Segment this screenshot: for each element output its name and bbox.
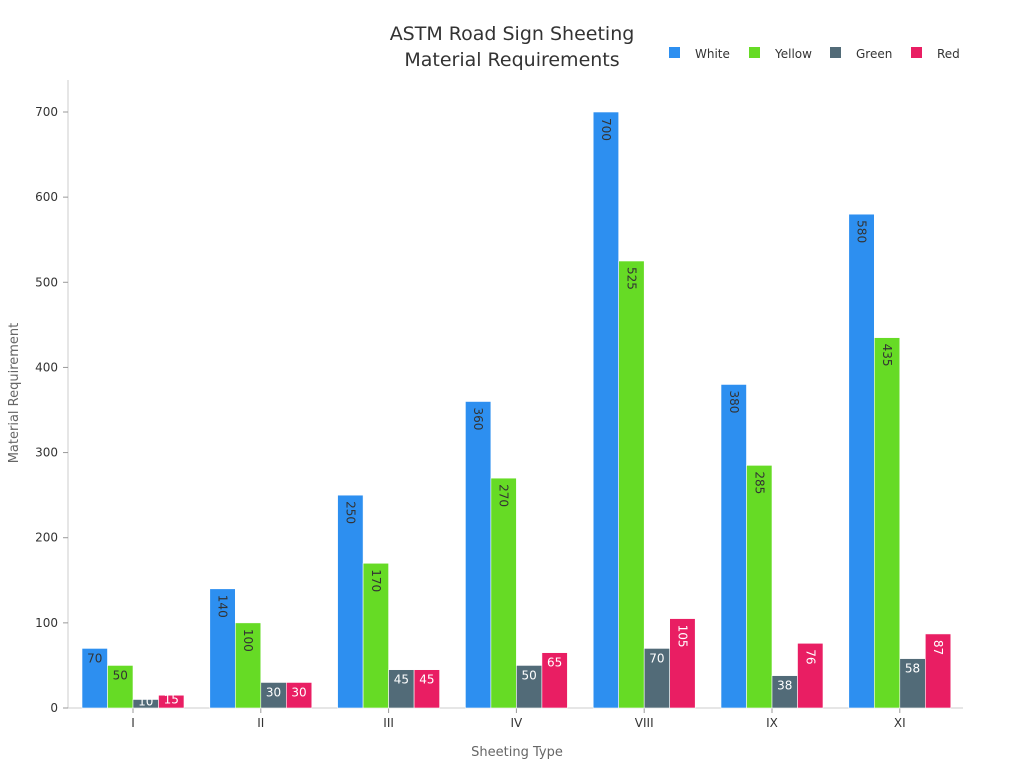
y-tick-label: 100 xyxy=(35,616,58,630)
bar-green xyxy=(516,665,543,709)
legend-label-red: Red xyxy=(937,47,960,61)
data-label: 65 xyxy=(547,656,562,670)
legend-label-green: Green xyxy=(856,47,892,61)
bar-white xyxy=(592,111,620,709)
bar-white xyxy=(337,494,364,709)
legend-swatch-yellow xyxy=(749,47,760,58)
bar-green xyxy=(388,669,415,709)
bar-yellow xyxy=(746,465,773,709)
bar-white xyxy=(720,384,747,709)
data-label: 140 xyxy=(216,595,230,618)
data-label: 58 xyxy=(905,662,920,676)
x-tick-label: I xyxy=(131,716,135,730)
bar-red xyxy=(797,642,824,709)
data-label: 700 xyxy=(599,118,613,141)
y-tick-label: 700 xyxy=(35,105,58,119)
x-tick-label: VIII xyxy=(635,716,654,730)
bar-yellow xyxy=(873,337,901,709)
data-label: 38 xyxy=(777,679,792,693)
y-tick-label: 200 xyxy=(35,531,58,545)
data-label: 170 xyxy=(369,569,383,592)
chart-title-line1: ASTM Road Sign Sheeting xyxy=(390,23,635,45)
y-axis-label: Material Requirement xyxy=(7,323,22,464)
bar-yellow xyxy=(235,622,262,709)
bar-yellow xyxy=(490,477,517,709)
bar-red xyxy=(158,694,185,709)
legend-swatch-green xyxy=(830,47,841,58)
y-tick-label: 600 xyxy=(35,190,58,204)
legend-swatch-red xyxy=(911,47,922,58)
bar-red xyxy=(669,618,696,709)
bar-green xyxy=(899,658,926,709)
data-label: 580 xyxy=(855,220,869,243)
data-label: 45 xyxy=(419,673,434,687)
bar-yellow xyxy=(618,260,645,709)
x-tick-label: IX xyxy=(766,716,778,730)
bar-red xyxy=(413,669,440,709)
legend-label-white: White xyxy=(695,47,730,61)
y-tick-label: 500 xyxy=(35,275,58,289)
data-label: 250 xyxy=(343,501,357,524)
bar-green xyxy=(260,682,287,709)
data-label: 45 xyxy=(394,673,409,687)
data-label: 360 xyxy=(471,407,485,430)
bar-yellow xyxy=(107,665,134,709)
data-label: 15 xyxy=(164,693,179,707)
data-label: 30 xyxy=(291,685,306,699)
x-tick-label: II xyxy=(257,716,264,730)
bar-red xyxy=(285,682,313,709)
data-label: 87 xyxy=(931,640,945,655)
data-label: 285 xyxy=(752,471,766,494)
data-label: 10 xyxy=(138,695,153,709)
data-label: 525 xyxy=(624,267,638,290)
bar-white xyxy=(848,213,875,709)
data-label: 30 xyxy=(266,685,281,699)
bar-white xyxy=(81,648,108,709)
data-label: 50 xyxy=(113,668,128,682)
data-label: 70 xyxy=(649,651,664,665)
x-tick-label: IV xyxy=(511,716,524,730)
x-tick-label: XI xyxy=(894,716,906,730)
data-label: 435 xyxy=(880,344,894,367)
bar-white xyxy=(465,401,492,709)
bar-red xyxy=(924,633,952,709)
data-label: 70 xyxy=(87,651,102,665)
bar-green xyxy=(643,648,671,709)
data-label: 100 xyxy=(241,629,255,652)
chart-title-line2: Material Requirements xyxy=(404,49,619,71)
y-tick-label: 0 xyxy=(50,701,58,715)
y-tick-label: 300 xyxy=(35,446,58,460)
data-label: 76 xyxy=(803,649,817,664)
data-label: 105 xyxy=(675,625,689,648)
data-label: 380 xyxy=(727,390,741,413)
x-axis-label: Sheeting Type xyxy=(471,745,563,760)
x-tick-label: III xyxy=(383,716,394,730)
data-label: 270 xyxy=(497,484,511,507)
y-tick-label: 400 xyxy=(35,360,58,374)
data-label: 50 xyxy=(522,668,537,682)
legend-swatch-white xyxy=(669,47,680,58)
legend-label-yellow: Yellow xyxy=(774,47,812,61)
bar-red xyxy=(541,652,568,709)
bar-green xyxy=(771,675,798,709)
bar-yellow xyxy=(362,562,389,709)
